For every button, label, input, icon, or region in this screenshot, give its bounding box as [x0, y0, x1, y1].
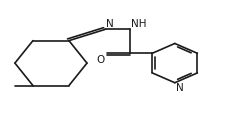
Text: NH: NH: [130, 19, 146, 29]
Text: N: N: [106, 19, 113, 29]
Text: N: N: [175, 83, 183, 93]
Text: O: O: [96, 55, 104, 65]
